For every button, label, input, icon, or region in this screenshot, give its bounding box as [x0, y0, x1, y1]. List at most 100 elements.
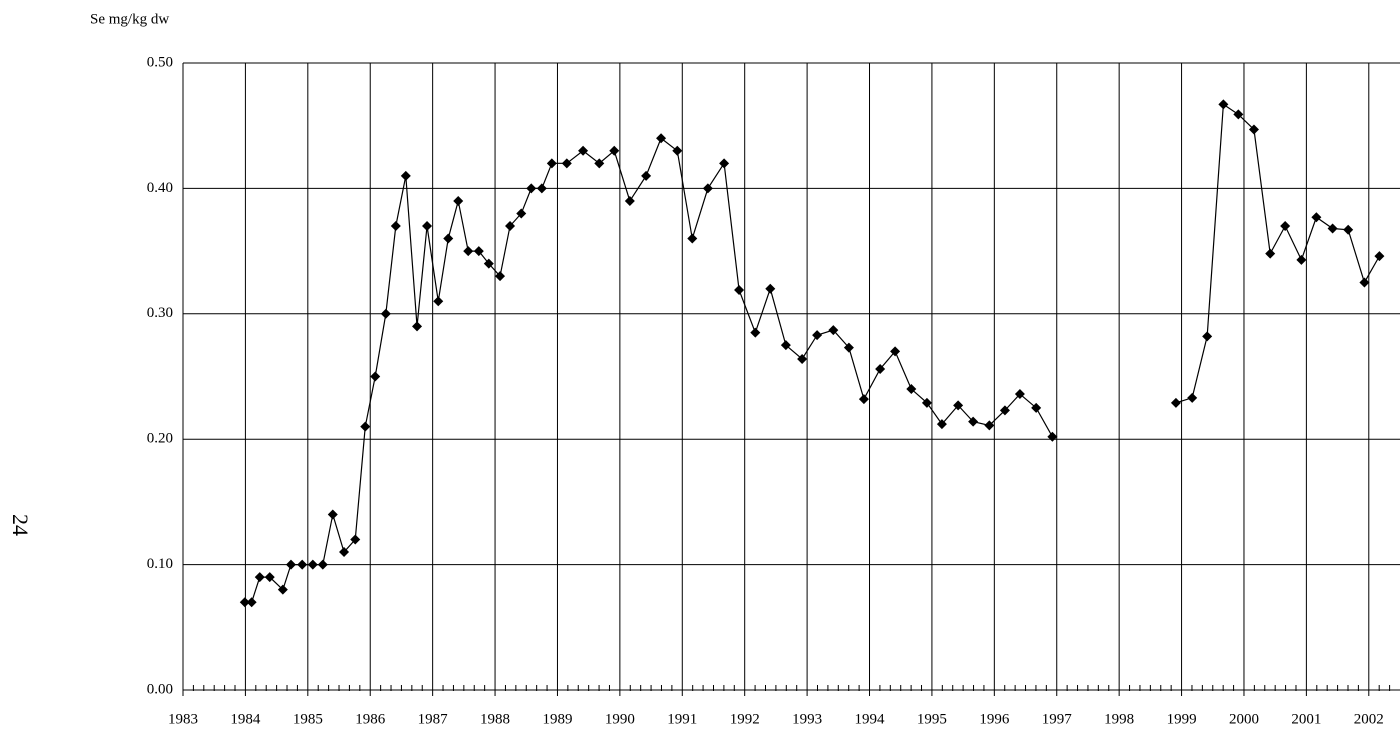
data-point: [463, 246, 474, 257]
data-point: [1187, 392, 1198, 403]
data-point: [843, 342, 854, 353]
data-point: [561, 158, 572, 169]
data-point: [687, 233, 698, 244]
data-point: [812, 330, 823, 341]
data-point: [360, 421, 371, 432]
data-line: [1175, 103, 1380, 404]
x-tick-label: 2001: [1291, 711, 1321, 727]
data-point: [921, 397, 932, 408]
data-point: [307, 559, 318, 570]
x-tick-label: 2002: [1354, 711, 1384, 727]
data-point: [516, 208, 527, 219]
x-tick-label: 1995: [917, 711, 947, 727]
x-tick-label: 1987: [418, 711, 449, 727]
x-tick-label: 1999: [1167, 711, 1197, 727]
data-point: [953, 400, 964, 411]
y-tick-label: 0.30: [147, 305, 173, 321]
x-tick-label: 1991: [667, 711, 697, 727]
x-tick-label: 1985: [293, 711, 323, 727]
data-point: [297, 559, 308, 570]
data-point: [246, 597, 257, 608]
data-point: [734, 284, 745, 295]
x-tick-label: 2000: [1229, 711, 1259, 727]
data-point: [536, 183, 547, 194]
x-tick-label: 1992: [730, 711, 760, 727]
x-tick-label: 1993: [792, 711, 822, 727]
data-point: [400, 170, 411, 181]
data-point: [702, 183, 713, 194]
data-point: [370, 371, 381, 382]
data-point: [285, 559, 296, 570]
data-point: [906, 384, 917, 395]
data-point: [1248, 124, 1259, 135]
data-point: [546, 158, 557, 169]
x-tick-label: 1996: [979, 711, 1010, 727]
data-point: [1311, 212, 1322, 223]
data-point: [609, 145, 620, 156]
data-point: [936, 419, 947, 430]
data-point: [505, 221, 516, 232]
data-point: [1202, 331, 1213, 342]
data-point: [443, 233, 454, 244]
data-point: [1327, 223, 1338, 234]
data-point: [264, 572, 275, 583]
data-point: [483, 258, 494, 269]
data-point: [380, 308, 391, 319]
data-point: [1233, 109, 1244, 120]
y-tick-label: 0.20: [147, 431, 173, 447]
data-point: [968, 416, 979, 427]
x-tick-label: 1984: [230, 711, 261, 727]
data-point: [239, 597, 250, 608]
data-point: [1047, 431, 1058, 442]
page-number: 24: [8, 514, 33, 536]
data-point: [780, 340, 791, 351]
data-point: [453, 195, 464, 206]
data-point: [984, 420, 995, 431]
y-tick-label: 0.00: [147, 681, 173, 697]
data-point: [1031, 402, 1042, 413]
data-point: [350, 534, 361, 545]
data-point: [875, 363, 886, 374]
x-tick-label: 1983: [168, 711, 198, 727]
data-point: [422, 221, 433, 232]
data-point: [390, 221, 401, 232]
data-point: [1343, 224, 1354, 235]
data-point: [339, 547, 350, 558]
x-tick-label: 1998: [1104, 711, 1134, 727]
x-tick-label: 1988: [480, 711, 510, 727]
data-point: [624, 195, 635, 206]
x-tick-label: 1997: [1042, 711, 1073, 727]
data-point: [1265, 248, 1276, 259]
data-point: [656, 133, 667, 144]
data-point: [327, 509, 338, 520]
data-point: [719, 158, 730, 169]
y-tick-label: 0.50: [147, 54, 173, 70]
data-line: [244, 137, 1053, 603]
data-point: [578, 145, 589, 156]
x-tick-label: 1990: [605, 711, 635, 727]
data-point: [890, 346, 901, 357]
data-point: [1170, 397, 1181, 408]
data-point: [412, 321, 423, 332]
data-point: [828, 325, 839, 336]
data-point: [594, 158, 605, 169]
data-point: [526, 183, 537, 194]
data-point: [797, 353, 808, 364]
data-point: [317, 559, 328, 570]
y-tick-label: 0.40: [147, 180, 173, 196]
data-point: [750, 327, 761, 338]
data-point: [1218, 99, 1229, 110]
data-point: [999, 405, 1010, 416]
data-point: [858, 394, 869, 405]
data-point: [1359, 277, 1370, 288]
data-point: [1374, 251, 1385, 262]
y-axis-label: Se mg/kg dw: [90, 11, 169, 27]
data-point: [254, 572, 265, 583]
x-tick-label: 1986: [355, 711, 386, 727]
data-point: [672, 145, 683, 156]
data-point: [765, 283, 776, 294]
data-point: [277, 584, 288, 595]
data-point: [641, 170, 652, 181]
data-point: [433, 296, 444, 307]
